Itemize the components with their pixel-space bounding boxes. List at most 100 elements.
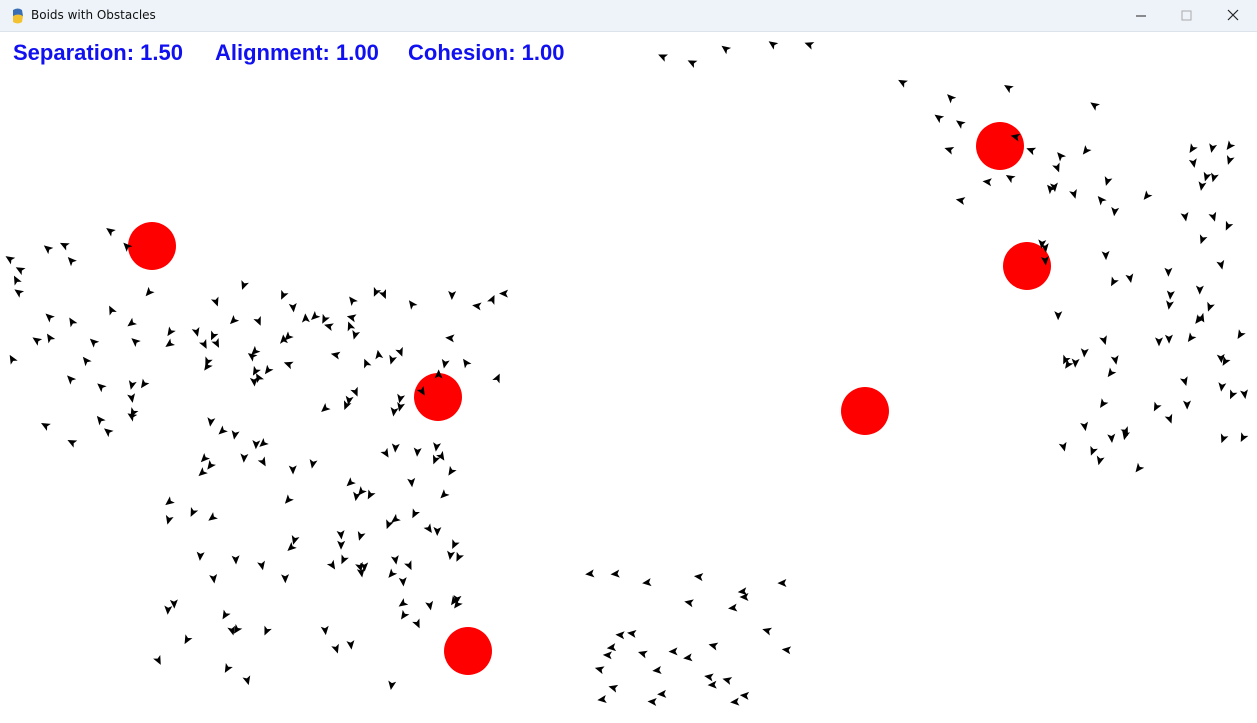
boid bbox=[1087, 446, 1098, 457]
boid bbox=[445, 466, 457, 478]
boid bbox=[1054, 311, 1062, 320]
boid bbox=[594, 664, 605, 674]
boid bbox=[94, 413, 106, 425]
boid bbox=[1095, 193, 1107, 205]
close-button[interactable] bbox=[1210, 0, 1256, 31]
maximize-button[interactable] bbox=[1164, 0, 1210, 31]
boid bbox=[227, 315, 239, 327]
boid bbox=[301, 313, 310, 323]
boid bbox=[1218, 433, 1229, 444]
boid bbox=[389, 407, 398, 417]
boid bbox=[240, 453, 249, 463]
boid bbox=[1237, 432, 1248, 444]
obstacle bbox=[1003, 242, 1051, 290]
boid bbox=[399, 577, 408, 587]
boid bbox=[164, 515, 174, 526]
boid bbox=[943, 144, 954, 154]
boid bbox=[104, 225, 116, 237]
boid bbox=[138, 379, 150, 391]
boid bbox=[204, 460, 216, 472]
boid bbox=[1189, 158, 1199, 168]
boid bbox=[777, 579, 786, 587]
boid bbox=[739, 691, 749, 700]
boid bbox=[453, 552, 464, 564]
boid bbox=[206, 417, 215, 427]
boid bbox=[652, 666, 662, 675]
boid bbox=[1052, 163, 1063, 174]
separation-label: Separation: 1.50 bbox=[13, 40, 183, 65]
boid bbox=[387, 681, 396, 691]
obstacle bbox=[128, 222, 176, 270]
boid bbox=[257, 561, 267, 571]
boid bbox=[261, 626, 272, 637]
boid bbox=[1197, 234, 1208, 245]
boid bbox=[766, 38, 778, 50]
boid bbox=[606, 643, 616, 652]
boid bbox=[346, 294, 358, 306]
boid bbox=[164, 606, 173, 616]
boid bbox=[1180, 376, 1190, 387]
boid bbox=[1025, 145, 1036, 156]
simulation-canvas: Separation: 1.50 Alignment: 1.00 Cohesio… bbox=[0, 32, 1257, 723]
boid bbox=[282, 494, 294, 506]
boid bbox=[637, 648, 648, 658]
boid bbox=[409, 508, 420, 520]
boid bbox=[728, 604, 738, 613]
boid bbox=[323, 321, 334, 331]
boid bbox=[253, 316, 264, 327]
title-bar: Boids with Obstacles bbox=[0, 0, 1257, 32]
boid bbox=[1209, 173, 1219, 184]
boid bbox=[6, 353, 17, 365]
boid bbox=[1107, 276, 1118, 288]
minimize-button[interactable] bbox=[1118, 0, 1164, 31]
boid bbox=[361, 357, 372, 368]
boid bbox=[281, 574, 289, 583]
boid bbox=[487, 293, 498, 305]
boid bbox=[308, 311, 320, 323]
boid bbox=[1071, 358, 1079, 367]
boid bbox=[127, 393, 136, 403]
boid bbox=[492, 372, 503, 384]
boid bbox=[211, 338, 222, 350]
boid bbox=[1102, 176, 1112, 187]
boid bbox=[344, 320, 355, 331]
boid bbox=[374, 349, 383, 359]
boid bbox=[1165, 335, 1173, 344]
boid bbox=[1080, 348, 1089, 358]
boid bbox=[321, 626, 330, 636]
boid bbox=[41, 242, 53, 254]
boid bbox=[199, 339, 210, 351]
boid bbox=[58, 239, 70, 250]
boid bbox=[668, 647, 677, 655]
boid bbox=[30, 334, 42, 346]
boid bbox=[1224, 155, 1234, 166]
boid bbox=[1204, 302, 1215, 313]
boid bbox=[1165, 414, 1176, 425]
boid bbox=[338, 554, 349, 566]
obstacle bbox=[976, 122, 1024, 170]
boid bbox=[449, 539, 460, 551]
boid bbox=[207, 330, 218, 342]
boid bbox=[319, 314, 330, 326]
boid bbox=[740, 593, 749, 601]
boid bbox=[252, 440, 260, 449]
page: Boids with Obstacles Separation: 1.50 Al… bbox=[0, 0, 1257, 723]
boid bbox=[391, 555, 400, 565]
boid bbox=[954, 117, 966, 129]
boid bbox=[14, 264, 26, 275]
boid bbox=[346, 312, 357, 322]
boid bbox=[603, 651, 612, 659]
boid bbox=[1088, 99, 1100, 111]
boid bbox=[398, 610, 410, 622]
boid bbox=[1150, 402, 1161, 414]
boid bbox=[460, 356, 472, 368]
boid bbox=[43, 311, 55, 323]
boid bbox=[346, 640, 355, 650]
boid bbox=[1164, 268, 1172, 277]
boid bbox=[684, 598, 694, 608]
boid bbox=[642, 578, 652, 587]
boid bbox=[1226, 389, 1237, 401]
boid bbox=[412, 618, 423, 630]
boid bbox=[1223, 140, 1235, 152]
boid bbox=[211, 297, 222, 308]
